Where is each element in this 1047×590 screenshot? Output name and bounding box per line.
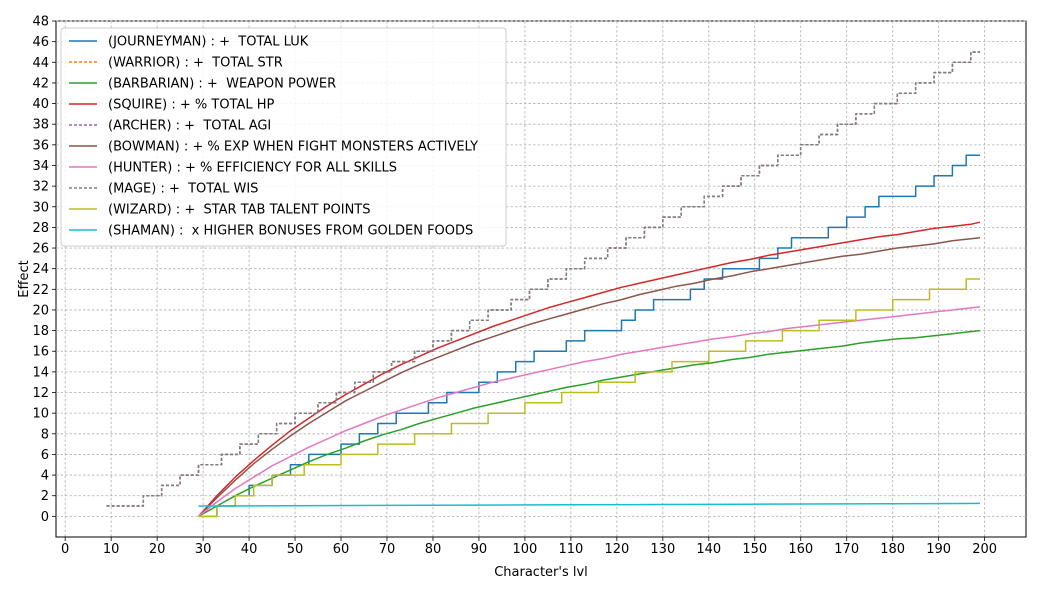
y-tick-label: 8 — [41, 427, 49, 442]
legend-entry-label: (WIZARD) : + STAR TAB TALENT POINTS — [108, 203, 371, 218]
plot-area — [55, 20, 1027, 538]
x-tick-label: 120 — [604, 542, 629, 557]
x-tick-label: 140 — [696, 542, 721, 557]
legend-entry-label: (ARCHER) : + TOTAL AGI — [108, 119, 271, 134]
legend-entry-label: (MAGE) : + TOTAL WIS — [108, 182, 258, 197]
x-tick-label: 200 — [972, 542, 997, 557]
x-tick-label: 10 — [103, 542, 120, 557]
x-tick-label: 160 — [788, 542, 813, 557]
legend-entry-label: (JOURNEYMAN) : + TOTAL LUK — [108, 35, 309, 50]
y-axis-ticks: 0246810121416182022242628303234363840424… — [32, 15, 56, 525]
y-tick-label: 36 — [32, 138, 49, 153]
y-tick-label: 26 — [32, 242, 49, 257]
x-tick-label: 40 — [241, 542, 258, 557]
series-line-0 — [198, 154, 980, 518]
legend-entry-label: (SQUIRE) : + % TOTAL HP — [108, 98, 275, 113]
y-tick-label: 46 — [32, 35, 49, 50]
legend-entry-label: (BARBARIAN) : + WEAPON POWER — [108, 77, 336, 92]
x-tick-label: 70 — [379, 542, 396, 557]
y-tick-label: 32 — [32, 180, 49, 195]
x-tick-label: 60 — [333, 542, 350, 557]
x-tick-label: 170 — [834, 542, 859, 557]
y-tick-label: 16 — [32, 345, 49, 360]
series-line-6 — [198, 306, 981, 517]
x-tick-label: 90 — [471, 542, 488, 557]
x-tick-label: 190 — [926, 542, 951, 557]
legend-box — [60, 27, 507, 247]
y-tick-label: 24 — [32, 262, 49, 277]
y-tick-label: 2 — [41, 489, 49, 504]
series-lines — [106, 51, 981, 518]
y-axis-label: Effect — [17, 260, 32, 297]
legend-entry-label: (HUNTER) : + % EFFICIENCY FOR ALL SKILLS — [108, 161, 397, 176]
x-tick-label: 180 — [880, 542, 905, 557]
y-tick-label: 0 — [41, 510, 49, 525]
legend-entry-label: (SHAMAN) : x HIGHER BONUSES FROM GOLDEN … — [108, 224, 473, 239]
y-tick-label: 22 — [32, 283, 49, 298]
y-tick-label: 20 — [32, 303, 49, 318]
y-tick-label: 12 — [32, 386, 49, 401]
legend: (JOURNEYMAN) : + TOTAL LUK (WARRIOR) : + … — [60, 27, 507, 247]
y-tick-label: 30 — [32, 200, 49, 215]
x-tick-label: 150 — [742, 542, 767, 557]
x-axis-label: Character's lvl — [494, 565, 588, 580]
series-line-3 — [197, 221, 981, 517]
y-tick-label: 34 — [32, 159, 49, 174]
series-line-8 — [198, 278, 980, 518]
grid — [56, 20, 1026, 537]
y-tick-label: 42 — [32, 76, 49, 91]
y-tick-label: 18 — [32, 324, 49, 339]
x-tick-label: 80 — [425, 542, 442, 557]
legend-entry-label: (BOWMAN) : + % EXP WHEN FIGHT MONSTERS A… — [108, 140, 478, 155]
x-axis-ticks: 0 10 20 30 40 50 60 70 80 90 100 110 120 130 140 150 160… — [61, 537, 997, 557]
y-tick-label: 48 — [32, 15, 49, 30]
series-line-2 — [198, 329, 981, 518]
x-tick-label: 0 — [61, 542, 69, 557]
x-tick-label: 100 — [512, 542, 537, 557]
y-tick-label: 38 — [32, 118, 49, 133]
y-tick-label: 44 — [32, 56, 49, 71]
series-line-9 — [198, 502, 981, 507]
x-tick-label: 30 — [195, 542, 212, 557]
legend-entry-label: (WARRIOR) : + TOTAL STR — [108, 56, 283, 71]
x-tick-label: 110 — [558, 542, 583, 557]
series-line-7 — [106, 51, 980, 507]
x-tick-label: 20 — [149, 542, 166, 557]
series-line-5 — [197, 236, 981, 517]
x-tick-label: 130 — [650, 542, 675, 557]
y-tick-label: 14 — [32, 365, 49, 380]
y-tick-label: 4 — [41, 469, 49, 484]
y-tick-label: 6 — [41, 448, 49, 463]
y-tick-label: 28 — [32, 221, 49, 236]
x-tick-label: 50 — [287, 542, 304, 557]
y-tick-label: 10 — [32, 407, 49, 422]
y-tick-label: 40 — [32, 97, 49, 112]
